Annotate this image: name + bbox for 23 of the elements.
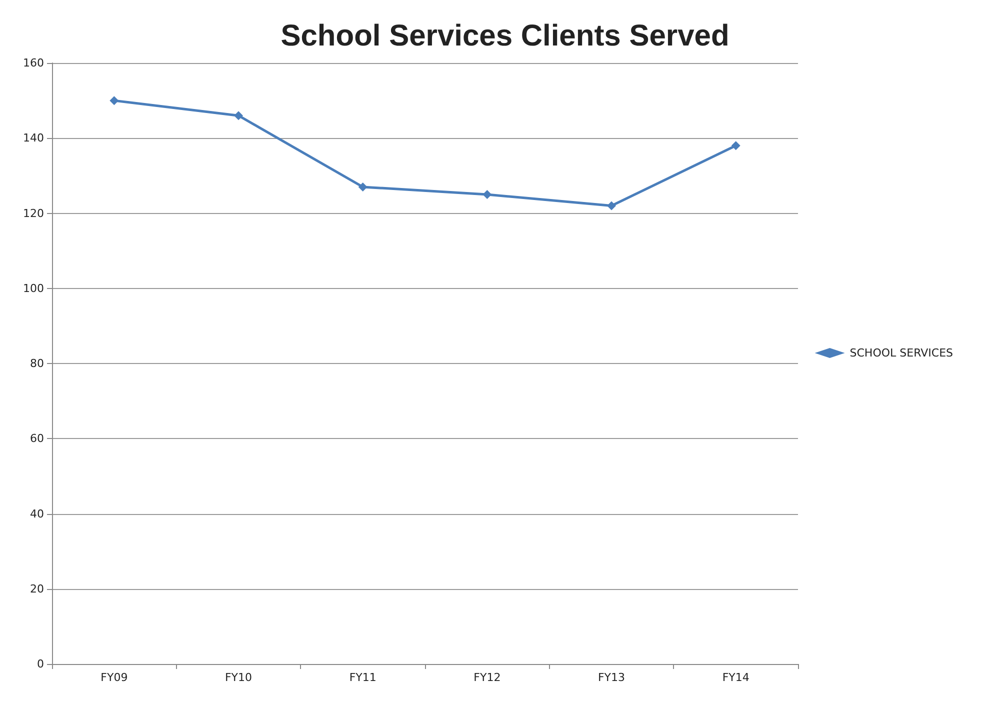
y-tick-label: 60 (30, 432, 44, 446)
point (482, 190, 492, 199)
y-tick-label: 100 (23, 282, 44, 295)
x-tick-label: FY09 (100, 671, 128, 684)
x-tick-label: FY10 (224, 671, 252, 684)
x-tick-label: FY13 (598, 671, 626, 684)
chart-title: School Services Clients Served (280, 20, 730, 52)
y-tick-label: 0 (37, 658, 44, 670)
y-tick-label: 40 (30, 507, 44, 520)
y-tick-label: 80 (30, 357, 44, 370)
y-tick-label: 140 (23, 132, 44, 145)
y-tick-label: 120 (23, 206, 44, 220)
point (234, 111, 243, 120)
y-tick-label: 160 (23, 56, 44, 70)
x-tick-label: FY14 (722, 671, 750, 684)
x-tick-label: FY11 (349, 671, 376, 684)
point (607, 201, 616, 210)
point (110, 96, 119, 106)
y-tick-label: 20 (30, 582, 44, 596)
x-tick-label: FY12 (474, 671, 501, 684)
point (731, 141, 740, 150)
legend-label: SCHOOL SERVICES (850, 346, 954, 360)
point (358, 182, 368, 192)
